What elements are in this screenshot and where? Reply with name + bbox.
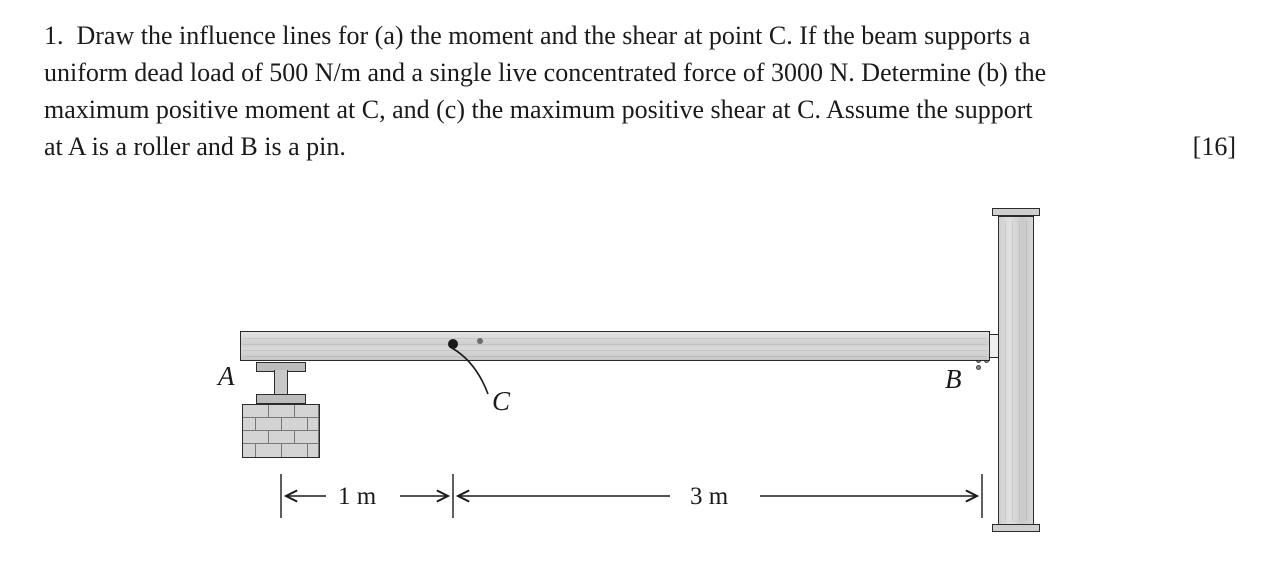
problem-line2: uniform dead load of 500 N/m and a singl…	[44, 58, 1046, 87]
problem-number: 1.	[44, 21, 64, 50]
problem-line4: at A is a roller and B is a pin.	[44, 132, 346, 161]
problem-marks: [16]	[1193, 129, 1236, 166]
dim-CB: 3 m	[690, 483, 728, 511]
figure: A B C 1 m 3 m	[230, 206, 1050, 536]
problem-statement: 1. Draw the influence lines for (a) the …	[44, 18, 1236, 166]
dim-AC: 1 m	[338, 483, 376, 511]
problem-line1: Draw the influence lines for (a) the mom…	[77, 21, 1031, 50]
problem-line3: maximum positive moment at C, and (c) th…	[44, 95, 1033, 124]
